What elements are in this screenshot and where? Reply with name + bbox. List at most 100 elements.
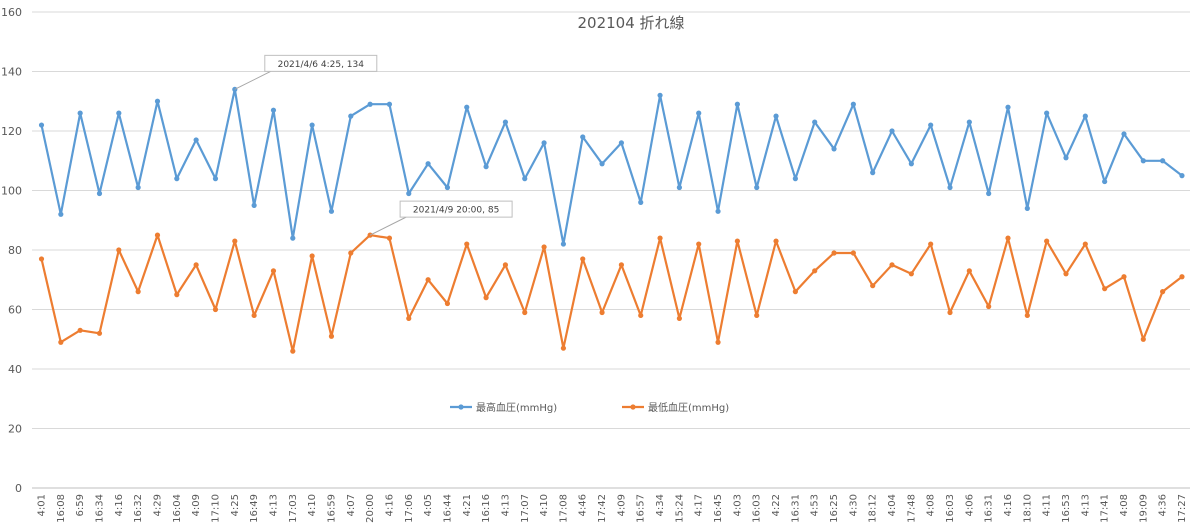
data-point — [1063, 155, 1069, 161]
data-point — [812, 119, 818, 125]
x-tick-label: 4:10 — [307, 494, 318, 516]
data-point — [309, 253, 315, 259]
data-point — [754, 184, 760, 191]
x-tick-label: 15:24 — [674, 494, 685, 523]
data-point — [328, 208, 335, 214]
series-line-1 — [40, 234, 1183, 353]
x-tick-label: 4:10 — [539, 494, 550, 516]
data-point — [908, 271, 914, 277]
data-point — [193, 262, 199, 268]
x-tick-label: 17:10 — [210, 494, 221, 523]
data-point — [522, 309, 528, 316]
data-point — [715, 208, 721, 214]
data-point — [928, 122, 934, 128]
x-tick-label: 16:34 — [94, 494, 105, 523]
data-point — [193, 137, 199, 143]
data-point — [212, 176, 219, 182]
data-point — [154, 232, 161, 238]
data-point — [560, 241, 567, 247]
data-point — [328, 333, 335, 339]
data-point — [889, 128, 895, 134]
data-point — [676, 315, 682, 322]
data-point — [676, 184, 682, 191]
x-tick-label: 16:49 — [249, 494, 260, 523]
data-point — [1082, 113, 1088, 119]
data-point — [560, 345, 567, 351]
x-tick-label: 4:13 — [1080, 494, 1091, 516]
data-point — [812, 268, 818, 274]
x-tick-label: 4:25 — [230, 494, 241, 516]
data-point — [1063, 271, 1069, 277]
data-point — [135, 184, 141, 191]
data-point — [348, 113, 354, 119]
x-tick-label: 18:12 — [868, 494, 879, 523]
data-point — [348, 250, 354, 256]
x-tick-label: 16:31 — [984, 494, 995, 523]
data-point — [599, 161, 605, 167]
x-tick-label: 16:57 — [636, 494, 647, 523]
data-point — [270, 268, 277, 274]
callout-box — [399, 200, 513, 218]
y-tick-label: 60 — [8, 304, 22, 317]
data-point — [657, 235, 663, 241]
data-point — [870, 283, 876, 289]
data-point — [850, 250, 856, 256]
x-tick-label: 16:44 — [442, 494, 453, 523]
y-tick-label: 40 — [8, 363, 22, 376]
series-line-0 — [40, 88, 1183, 246]
series-lines — [38, 86, 1185, 354]
data-point — [1102, 178, 1108, 185]
y-tick-label: 160 — [1, 6, 22, 19]
legend: 最高血圧(mmHg) 最低血圧(mmHg) — [450, 401, 729, 414]
y-tick-label: 20 — [8, 423, 22, 436]
x-tick-label: 17:08 — [558, 494, 569, 523]
y-tick-label: 0 — [15, 482, 22, 495]
x-tick-label: 17:42 — [597, 494, 608, 523]
data-point — [947, 309, 953, 316]
data-point — [850, 101, 856, 107]
data-point — [58, 339, 64, 345]
x-tick-label: 4:16 — [114, 494, 125, 516]
data-point — [96, 190, 103, 197]
x-tick-label: 16:03 — [945, 494, 956, 523]
x-tick-label: 16:16 — [481, 494, 492, 523]
data-point — [502, 262, 509, 268]
data-point — [483, 164, 489, 170]
data-point — [1024, 312, 1030, 319]
data-point — [1179, 274, 1185, 280]
y-tick-label: 100 — [1, 185, 22, 198]
data-point — [135, 289, 141, 295]
x-tick-label: 4:08 — [926, 494, 937, 516]
data-point — [38, 256, 45, 262]
x-tick-label: 16:08 — [56, 494, 67, 523]
y-axis-ticks: 0 20 40 60 80 100 120 140 160 — [1, 6, 22, 495]
data-point — [928, 241, 934, 247]
data-point — [908, 161, 914, 167]
data-point — [290, 348, 296, 354]
data-point — [425, 277, 431, 283]
data-point — [947, 184, 953, 191]
x-tick-label: 4:09 — [616, 494, 627, 516]
x-tick-label: 16:25 — [829, 494, 840, 523]
data-point — [251, 202, 257, 208]
data-point — [792, 176, 798, 182]
data-point — [406, 190, 412, 197]
data-point — [986, 303, 992, 310]
x-tick-label: 4:01 — [37, 494, 48, 516]
data-point — [309, 122, 315, 128]
data-point — [638, 312, 644, 319]
callout-box — [264, 54, 378, 72]
data-point — [715, 339, 721, 345]
x-tick-label: 16:03 — [752, 494, 763, 523]
data-point — [580, 134, 586, 140]
data-point — [116, 247, 122, 253]
data-point — [270, 107, 277, 113]
data-point — [425, 161, 431, 167]
x-tick-label: 4:09 — [191, 494, 202, 516]
data-point — [1160, 158, 1166, 164]
data-point — [831, 146, 837, 152]
x-tick-label: 16:32 — [133, 494, 144, 523]
x-tick-label: 4:30 — [848, 494, 859, 516]
y-tick-label: 120 — [1, 125, 22, 138]
